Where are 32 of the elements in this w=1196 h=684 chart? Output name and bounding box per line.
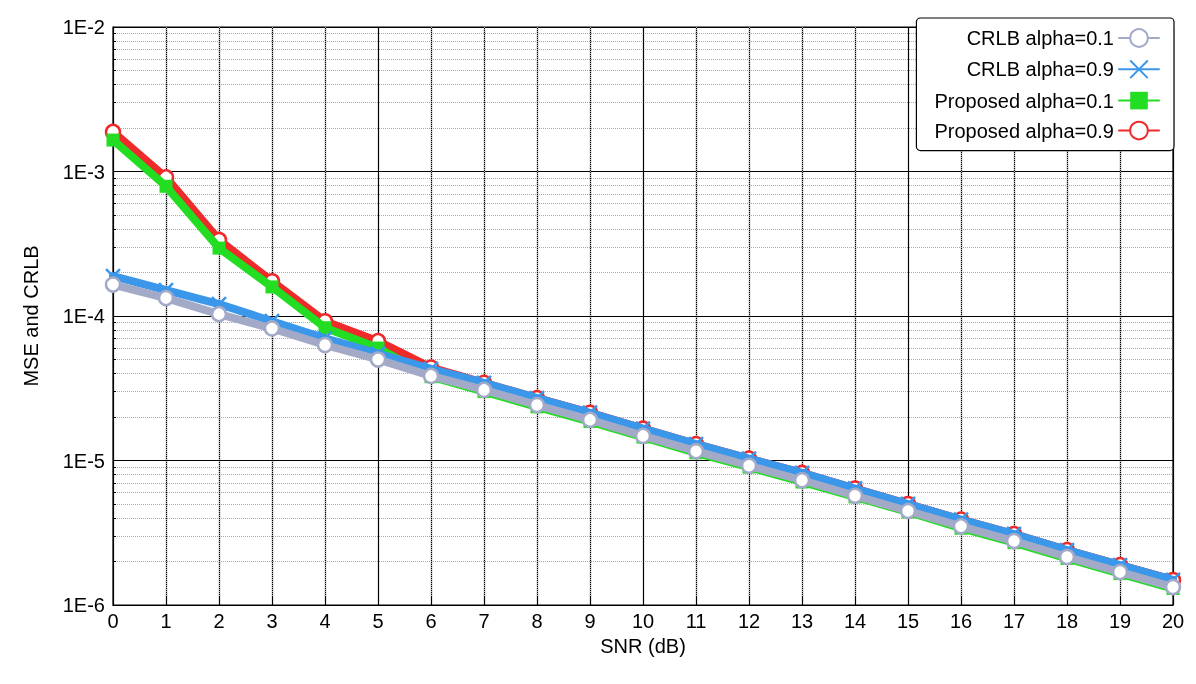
legend-label: CRLB alpha=0.1 <box>966 27 1114 49</box>
x-tick-label: 5 <box>372 610 384 632</box>
legend-label: CRLB alpha=0.9 <box>966 58 1114 81</box>
y-tick-label: 1E-4 <box>62 305 105 327</box>
x-tick-label: 10 <box>631 610 655 632</box>
y-tick-label: 1E-2 <box>62 16 105 38</box>
x-tick-label: 4 <box>319 610 331 632</box>
x-tick-label: 12 <box>737 610 761 632</box>
x-tick-label: 18 <box>1055 610 1079 632</box>
x-tick-label: 16 <box>949 610 973 632</box>
x-axis-title: SNR (dB) <box>600 634 686 657</box>
x-tick-label: 2 <box>213 610 225 632</box>
x-tick-label: 13 <box>790 610 814 632</box>
y-tick-label: 1E-3 <box>62 160 105 183</box>
x-tick-label: 9 <box>584 610 596 632</box>
x-tick-label: 0 <box>107 610 119 632</box>
x-tick-label: 7 <box>478 610 490 632</box>
x-tick-label: 17 <box>1002 610 1026 632</box>
x-tick-label: 20 <box>1161 610 1185 632</box>
x-tick-label: 3 <box>266 610 278 632</box>
x-tick-label: 6 <box>425 610 437 632</box>
x-tick-label: 14 <box>843 610 867 632</box>
y-axis-title: MSE and CRLB <box>20 245 42 387</box>
y-tick-label: 1E-5 <box>62 449 105 472</box>
x-tick-label: 11 <box>685 610 707 632</box>
legend-label: Proposed alpha=0.1 <box>934 89 1114 112</box>
legend-label: Proposed alpha=0.9 <box>934 119 1114 142</box>
x-tick-label: 1 <box>160 610 172 632</box>
x-tick-label: 8 <box>531 610 543 632</box>
x-tick-label: 19 <box>1108 610 1132 632</box>
y-tick-label: 1E-6 <box>62 594 105 616</box>
x-tick-label: 15 <box>896 610 920 632</box>
